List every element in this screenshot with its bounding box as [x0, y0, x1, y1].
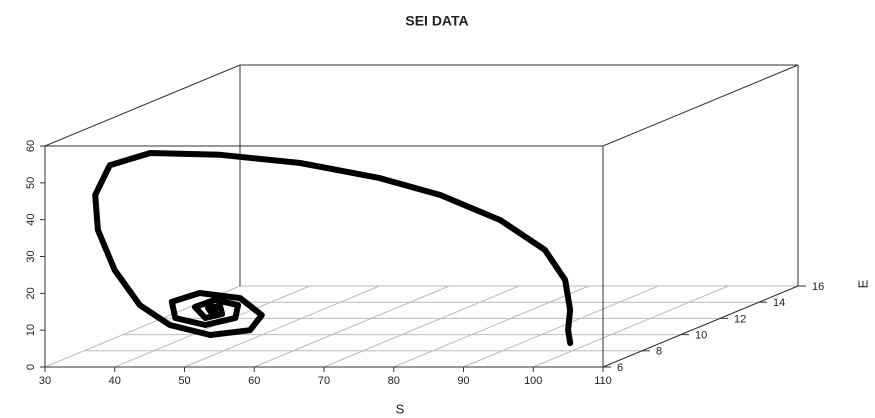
x-tick-label: 110: [594, 375, 612, 387]
box-edge: [44, 64, 241, 147]
z-tick-label: 40: [25, 214, 37, 226]
y-tick-label: 6: [617, 362, 623, 374]
box-edge: [602, 64, 799, 147]
y-tick-label: 10: [695, 330, 707, 342]
z-tick-label: 30: [25, 250, 37, 262]
x-tick-label: 70: [318, 375, 330, 387]
grid-line: [463, 285, 659, 368]
x-tick-label: 50: [178, 375, 190, 387]
y-tick-label: 16: [812, 281, 824, 293]
trajectory: [92, 150, 574, 347]
x-axis-label: S: [396, 401, 405, 416]
grid-line: [533, 285, 729, 368]
z-tick-label: 60: [25, 140, 37, 152]
x-tick-label: 60: [248, 375, 260, 387]
grid-line: [254, 285, 450, 368]
x-tick-label: 90: [457, 375, 469, 387]
x-tick-label: 40: [109, 375, 121, 387]
grid-line: [184, 285, 380, 368]
z-tick-label: 20: [25, 287, 37, 299]
grid-line: [393, 285, 589, 368]
z-tick-label: 50: [25, 177, 37, 189]
grid-line: [323, 285, 520, 368]
chart-title: SEI DATA: [405, 13, 468, 29]
box-edge: [602, 285, 799, 368]
y-tick-label: 12: [734, 313, 746, 325]
x-tick-label: 30: [39, 375, 51, 387]
z-tick-label: 0: [25, 364, 37, 370]
x-tick-label: 80: [388, 375, 400, 387]
y-axis-label: E: [855, 279, 870, 288]
y-tick-label: 14: [773, 297, 785, 309]
z-tick-label: 10: [25, 324, 37, 336]
y-tick-label: 8: [656, 346, 662, 358]
x-tick-label: 100: [524, 375, 542, 387]
grid-line: [114, 285, 310, 368]
